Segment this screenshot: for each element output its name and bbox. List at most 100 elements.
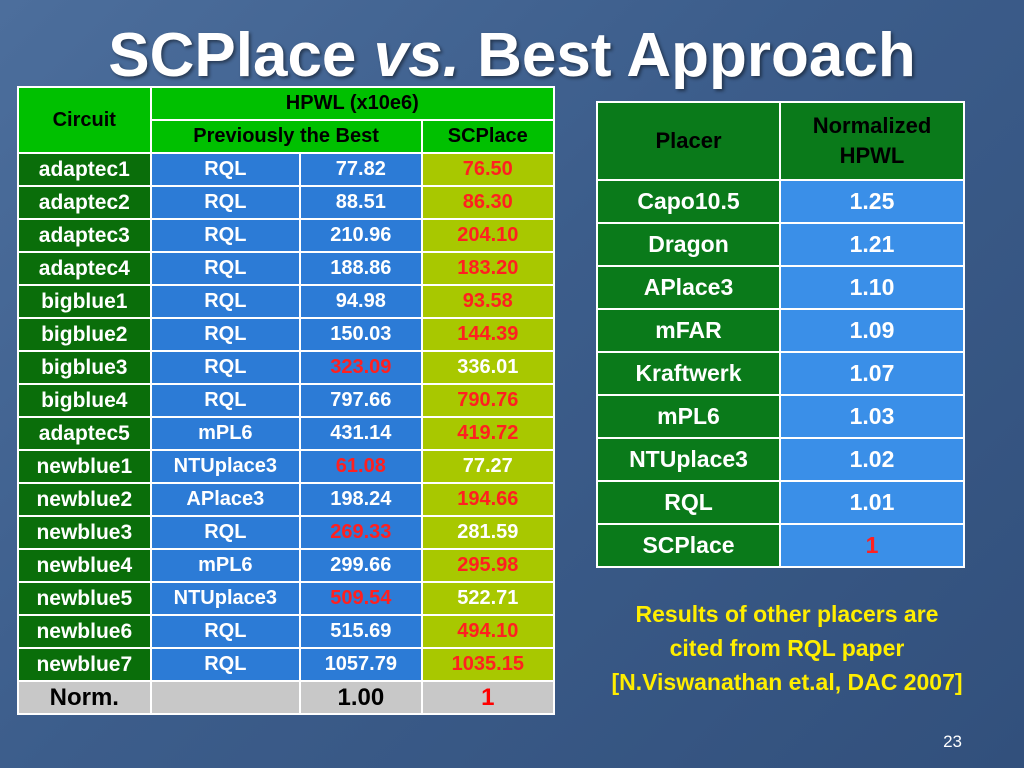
- note-line-3: [N.Viswanathan et.al, DAC 2007]: [611, 669, 963, 695]
- circuit-cell: newblue6: [17, 614, 152, 649]
- scplace-value-cell: 336.01: [420, 350, 556, 385]
- scplace-value-cell: 183.20: [420, 251, 556, 286]
- normalized-hpwl-cell: 1.03: [779, 394, 965, 439]
- table-row: NTUplace3 1.02: [596, 437, 965, 482]
- circuit-cell: newblue2: [17, 482, 152, 517]
- table-row: newblue1 NTUplace3 61.08 77.27: [17, 449, 556, 484]
- scplace-value-cell: 790.76: [420, 383, 556, 418]
- normalized-hpwl-cell: 1: [779, 523, 965, 568]
- normalized-hpwl-header-line2: HPWL: [839, 143, 905, 168]
- table-row: newblue4 mPL6 299.66 295.98: [17, 548, 556, 583]
- method-cell: NTUplace3: [149, 581, 302, 616]
- scplace-value-cell: 494.10: [420, 614, 556, 649]
- table-row: newblue6 RQL 515.69 494.10: [17, 614, 556, 649]
- method-cell: RQL: [149, 614, 302, 649]
- circuit-cell: bigblue3: [17, 350, 152, 385]
- scplace-value-cell: 419.72: [420, 416, 556, 451]
- placer-name-cell: mFAR: [596, 308, 781, 353]
- circuit-cell: adaptec1: [17, 152, 152, 187]
- placer-name-cell: Dragon: [596, 222, 781, 267]
- previous-value-cell: 210.96: [299, 218, 423, 253]
- placer-name-cell: Capo10.5: [596, 179, 781, 224]
- scplace-value-cell: 76.50: [420, 152, 556, 187]
- circuit-cell: bigblue4: [17, 383, 152, 418]
- hpwl-header: HPWL (x10e6): [149, 86, 556, 121]
- normalized-hpwl-cell: 1.01: [779, 480, 965, 525]
- norm-row: Norm. 1.00 1: [17, 680, 556, 715]
- scplace-value-cell: 295.98: [420, 548, 556, 583]
- circuit-cell: adaptec4: [17, 251, 152, 286]
- scplace-value-cell: 522.71: [420, 581, 556, 616]
- placer-name-cell: mPL6: [596, 394, 781, 439]
- norm-method-cell: [149, 680, 302, 715]
- normalized-hpwl-header-line1: Normalized: [812, 113, 932, 138]
- normalized-hpwl-cell: 1.25: [779, 179, 965, 224]
- table-row: adaptec5 mPL6 431.14 419.72: [17, 416, 556, 451]
- note-line-2: cited from RQL paper: [669, 635, 905, 661]
- circuit-cell: newblue1: [17, 449, 152, 484]
- method-cell: RQL: [149, 251, 302, 286]
- method-cell: RQL: [149, 317, 302, 352]
- previous-value-cell: 269.33: [299, 515, 423, 550]
- norm-previous-cell: 1.00: [299, 680, 423, 715]
- previous-value-cell: 198.24: [299, 482, 423, 517]
- table-row: mPL6 1.03: [596, 394, 965, 439]
- table-row: Kraftwerk 1.07: [596, 351, 965, 396]
- title-part2: Best Approach: [477, 21, 916, 90]
- table-row: adaptec3 RQL 210.96 204.10: [17, 218, 556, 253]
- title-part1: SCPlace: [108, 21, 357, 90]
- table-row: newblue2 APlace3 198.24 194.66: [17, 482, 556, 517]
- previous-value-cell: 1057.79: [299, 647, 423, 682]
- title-vs: vs.: [373, 21, 460, 90]
- table-row: adaptec1 RQL 77.82 76.50: [17, 152, 556, 187]
- table-row: newblue5 NTUplace3 509.54 522.71: [17, 581, 556, 616]
- previous-best-header: Previously the Best: [149, 119, 423, 154]
- scplace-value-cell: 86.30: [420, 185, 556, 220]
- circuit-cell: bigblue2: [17, 317, 152, 352]
- table-row: bigblue2 RQL 150.03 144.39: [17, 317, 556, 352]
- previous-value-cell: 77.82: [299, 152, 423, 187]
- table-header-row: Placer Normalized HPWL: [596, 101, 965, 181]
- table-row: adaptec4 RQL 188.86 183.20: [17, 251, 556, 286]
- placer-name-cell: RQL: [596, 480, 781, 525]
- previous-value-cell: 299.66: [299, 548, 423, 583]
- placer-name-cell: SCPlace: [596, 523, 781, 568]
- placer-name-cell: APlace3: [596, 265, 781, 310]
- circuit-cell: bigblue1: [17, 284, 152, 319]
- previous-value-cell: 188.86: [299, 251, 423, 286]
- note-line-1: Results of other placers are: [635, 601, 939, 627]
- scplace-value-cell: 144.39: [420, 317, 556, 352]
- method-cell: mPL6: [149, 548, 302, 583]
- table-row: bigblue3 RQL 323.09 336.01: [17, 350, 556, 385]
- table-row: Capo10.5 1.25: [596, 179, 965, 224]
- circuit-cell: newblue4: [17, 548, 152, 583]
- normalized-hpwl-cell: 1.07: [779, 351, 965, 396]
- norm-scplace-cell: 1: [420, 680, 556, 715]
- placer-header: Placer: [596, 101, 781, 181]
- method-cell: APlace3: [149, 482, 302, 517]
- placer-name-cell: NTUplace3: [596, 437, 781, 482]
- circuit-cell: adaptec5: [17, 416, 152, 451]
- table-row: RQL 1.01: [596, 480, 965, 525]
- method-cell: mPL6: [149, 416, 302, 451]
- table-row: SCPlace 1: [596, 523, 965, 568]
- normalized-hpwl-table: Placer Normalized HPWL Capo10.5 1.25 Drago…: [596, 101, 965, 568]
- previous-value-cell: 323.09: [299, 350, 423, 385]
- hpwl-comparison-table: Circuit HPWL (x10e6) Previously the Best…: [17, 86, 556, 715]
- normalized-hpwl-cell: 1.09: [779, 308, 965, 353]
- previous-value-cell: 150.03: [299, 317, 423, 352]
- table-row: bigblue4 RQL 797.66 790.76: [17, 383, 556, 418]
- method-cell: RQL: [149, 185, 302, 220]
- table-row: newblue7 RQL 1057.79 1035.15: [17, 647, 556, 682]
- circuit-cell: newblue7: [17, 647, 152, 682]
- previous-value-cell: 509.54: [299, 581, 423, 616]
- normalized-hpwl-cell: 1.10: [779, 265, 965, 310]
- table-header-row: Circuit HPWL (x10e6): [17, 86, 556, 154]
- circuit-cell: adaptec2: [17, 185, 152, 220]
- scplace-value-cell: 281.59: [420, 515, 556, 550]
- scplace-value-cell: 93.58: [420, 284, 556, 319]
- table-subheader-row: Previously the Best SCPlace: [18, 119, 556, 154]
- previous-value-cell: 61.08: [299, 449, 423, 484]
- circuit-cell: adaptec3: [17, 218, 152, 253]
- method-cell: RQL: [149, 383, 302, 418]
